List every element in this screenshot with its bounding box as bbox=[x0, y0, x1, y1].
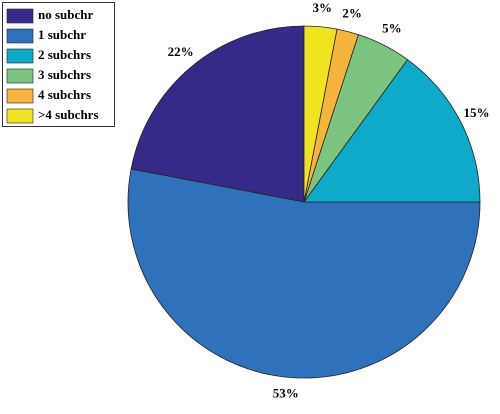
legend-label: 1 subchr bbox=[38, 27, 86, 42]
legend-swatch bbox=[6, 108, 34, 124]
legend-swatch bbox=[6, 8, 34, 24]
slice-label: 5% bbox=[382, 20, 402, 35]
legend-label: 4 subchrs bbox=[38, 87, 91, 102]
legend-label: 2 subchrs bbox=[38, 47, 91, 62]
pie-slice bbox=[130, 25, 305, 203]
legend-swatch bbox=[6, 68, 34, 84]
pie-slice bbox=[303, 25, 338, 203]
slice-label: 3% bbox=[312, 0, 332, 15]
legend-swatch bbox=[6, 48, 34, 64]
legend-swatch bbox=[6, 28, 34, 44]
slice-label: 15% bbox=[463, 105, 489, 120]
legend-label: >4 subchrs bbox=[38, 107, 99, 122]
pie-slice bbox=[303, 59, 481, 203]
legend-swatch bbox=[6, 88, 34, 104]
slice-label: 53% bbox=[273, 386, 299, 401]
slice-label: 2% bbox=[342, 5, 362, 20]
legend-label: 3 subchrs bbox=[38, 67, 91, 82]
legend-label: no subchr bbox=[38, 7, 93, 22]
pie-slice bbox=[127, 168, 481, 379]
slice-label: 22% bbox=[168, 44, 194, 59]
legend: no subchr 1 subchr 2 subchrs 3 subchrs 4 sub… bbox=[2, 2, 115, 127]
